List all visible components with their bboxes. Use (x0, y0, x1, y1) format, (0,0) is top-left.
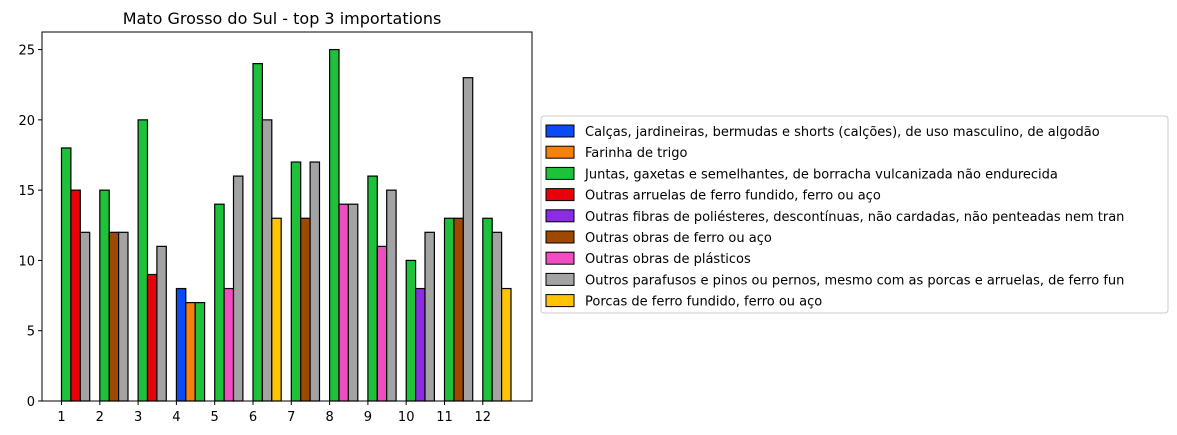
x-tick-label: 7 (287, 410, 295, 425)
bar (223, 287, 235, 402)
bar (108, 231, 120, 402)
legend-swatch (545, 145, 575, 159)
bar (462, 77, 474, 402)
x-tick-label: 12 (475, 410, 492, 425)
x-tick-label: 6 (249, 410, 257, 425)
legend-frame (540, 115, 1169, 314)
bar (415, 287, 426, 402)
bar (79, 231, 91, 402)
bar (376, 245, 388, 402)
plot-frame (41, 31, 533, 402)
legend-swatch (545, 209, 575, 223)
x-tick-label: 4 (172, 410, 180, 425)
legend-label: Outros parafusos e pinos ou pernos, mesm… (585, 273, 1124, 288)
bar (290, 161, 302, 402)
y-axis-ticks: 0 5 10 15 20 25 (18, 44, 42, 410)
bar (156, 245, 167, 402)
x-tick-label: 5 (211, 410, 219, 425)
legend-swatch (545, 188, 575, 202)
bar (271, 217, 282, 402)
bar (443, 217, 455, 402)
legend-label: Outras fibras de poliésteres, descontínu… (585, 210, 1124, 225)
legend-label: Outras arruelas de ferro fundido, ferro … (585, 189, 881, 204)
bar (386, 189, 397, 402)
legend-swatch (545, 251, 575, 265)
bar (137, 119, 149, 402)
legend-swatch (545, 272, 575, 286)
bar (60, 147, 72, 402)
x-tick-label: 11 (436, 410, 453, 425)
bar (367, 175, 378, 402)
bar (70, 189, 81, 402)
y-tick-label: 5 (27, 325, 35, 340)
y-tick-label: 25 (18, 44, 35, 59)
bar (146, 273, 158, 402)
bar (501, 287, 512, 402)
legend-swatch (545, 124, 575, 138)
bar (491, 231, 503, 402)
legend-swatch (545, 294, 575, 308)
bar (482, 217, 493, 402)
bar (175, 287, 187, 402)
bar (185, 302, 196, 402)
legend-label: Farinha de trigo (585, 146, 687, 161)
bar (453, 217, 464, 402)
bar (300, 217, 311, 402)
legend-label: Juntas, gaxetas e semelhantes, de borrac… (584, 167, 1058, 182)
bar (405, 259, 417, 402)
legend: Calças, jardineiras, bermudas e shorts (… (540, 115, 1169, 314)
bar (338, 203, 349, 402)
bar (347, 203, 359, 402)
x-tick-label: 8 (325, 410, 333, 425)
bar (252, 63, 263, 402)
x-tick-label: 10 (398, 410, 415, 425)
x-tick-label: 2 (96, 410, 104, 425)
bar (194, 302, 206, 402)
legend-label: Calças, jardineiras, bermudas e shorts (… (585, 125, 1100, 140)
x-tick-label: 3 (134, 410, 142, 425)
x-axis-ticks: 1 2 3 4 5 6 7 8 9 10 11 12 (57, 401, 491, 425)
bar (99, 189, 110, 402)
bar (329, 48, 340, 402)
bar (424, 231, 435, 402)
bar (117, 231, 129, 402)
x-tick-label: 1 (57, 410, 65, 425)
chart-title: Mato Grosso do Sul - top 3 importations (123, 9, 442, 28)
y-tick-label: 0 (27, 395, 35, 410)
x-tick-label: 9 (364, 410, 372, 425)
legend-swatch (545, 166, 575, 180)
bar (261, 119, 273, 402)
bar (232, 175, 244, 402)
y-tick-label: 20 (18, 114, 35, 129)
y-tick-label: 15 (18, 184, 35, 199)
legend-label: Outras obras de ferro ou aço (585, 231, 772, 246)
bar (214, 203, 225, 402)
legend-label: Porcas de ferro fundido, ferro ou aço (585, 295, 822, 310)
y-tick-label: 10 (18, 254, 35, 269)
bars-group (60, 48, 512, 402)
bar (309, 161, 321, 402)
legend-label: Outras obras de plásticos (585, 252, 751, 267)
legend-swatch (545, 230, 575, 244)
